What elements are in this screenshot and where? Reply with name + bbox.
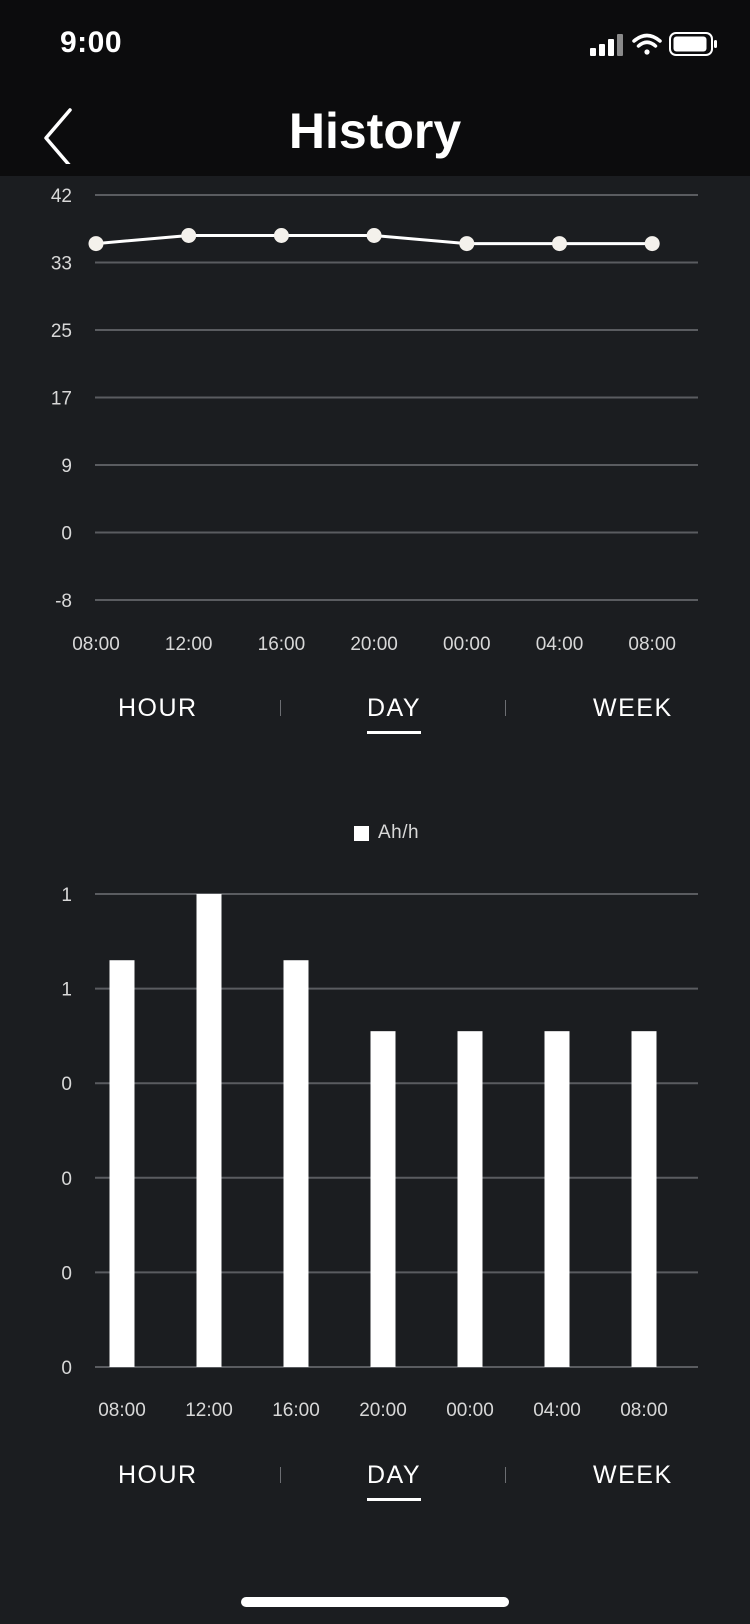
y-tick-label: -8 — [55, 591, 72, 612]
range-week-button[interactable]: WEEK — [593, 694, 673, 722]
y-tick-label: 0 — [61, 1263, 72, 1284]
y-tick-label: 17 — [51, 389, 72, 410]
x-tick-label: 16:00 — [258, 634, 306, 655]
x-tick-label: 04:00 — [536, 634, 584, 655]
x-tick-label: 12:00 — [165, 634, 213, 655]
data-point — [273, 228, 289, 243]
x-tick-label: 04:00 — [533, 1400, 581, 1421]
bar — [196, 894, 222, 1367]
range-day-button[interactable]: DAY — [367, 1455, 422, 1501]
status-time: 9:00 — [60, 26, 123, 59]
wifi-icon — [632, 33, 662, 55]
x-tick-label: 08:00 — [98, 1400, 146, 1421]
data-point — [552, 236, 567, 252]
x-tick-label: 08:00 — [72, 634, 120, 655]
bar — [631, 1031, 657, 1367]
chevron-left-icon — [44, 108, 72, 168]
x-tick-label: 00:00 — [443, 634, 491, 655]
bar — [544, 1031, 570, 1367]
battery-icon — [669, 32, 717, 56]
legend-swatch — [354, 826, 369, 841]
bar — [370, 1031, 396, 1367]
page-title: History — [288, 103, 462, 159]
range-selector-top: HOUR DAY WEEK — [0, 688, 750, 748]
signal-icon — [590, 34, 623, 56]
data-point — [644, 236, 660, 252]
x-tick-label: 08:00 — [620, 1400, 668, 1421]
divider — [505, 1467, 506, 1483]
x-tick-label: 12:00 — [185, 1400, 233, 1421]
y-tick-label: 25 — [51, 321, 72, 342]
data-point — [181, 228, 197, 243]
y-tick-label: 33 — [51, 254, 72, 275]
range-day-button[interactable]: DAY — [367, 688, 422, 734]
divider — [505, 700, 506, 716]
y-tick-label: 0 — [61, 1074, 72, 1095]
y-tick-label: 1 — [61, 980, 72, 1001]
home-indicator[interactable] — [241, 1597, 509, 1607]
status-bar: 9:00 — [0, 0, 750, 88]
y-tick-label: 0 — [61, 1358, 72, 1379]
data-point — [88, 236, 104, 252]
data-point — [366, 228, 382, 243]
range-week-button[interactable]: WEEK — [593, 1461, 673, 1489]
range-hour-button[interactable]: HOUR — [118, 694, 198, 722]
y-tick-label: 0 — [61, 524, 72, 545]
status-icons — [590, 30, 720, 60]
bar — [109, 960, 135, 1367]
x-tick-label: 20:00 — [350, 634, 398, 655]
bar — [283, 960, 309, 1367]
x-tick-label: 08:00 — [628, 634, 676, 655]
bar — [457, 1031, 483, 1367]
y-tick-label: 9 — [61, 456, 72, 477]
usage-bar-chart: 1 1 0 0 0 0 08:00 12:00 16:00 20:00 00:00 04:00 08:0… — [61, 885, 698, 1421]
range-hour-button[interactable]: HOUR — [118, 1461, 198, 1489]
x-tick-label: 20:00 — [359, 1400, 407, 1421]
x-tick-label: 00:00 — [446, 1400, 494, 1421]
divider — [280, 700, 281, 716]
legend-label: Ah/h — [378, 822, 420, 843]
nav-bar: History — [0, 88, 750, 176]
y-tick-label: 42 — [51, 186, 72, 207]
divider — [280, 1467, 281, 1483]
x-tick-label: 16:00 — [272, 1400, 320, 1421]
data-point — [459, 236, 475, 252]
back-button[interactable] — [30, 100, 90, 168]
y-tick-label: 1 — [61, 885, 72, 906]
y-tick-label: 0 — [61, 1169, 72, 1190]
range-selector-bottom: HOUR DAY WEEK — [0, 1455, 750, 1515]
temperature-line-chart: 42 33 25 17 9 0 -8 08:00 12:00 16:00 20:00 00:00 04:… — [51, 186, 698, 655]
